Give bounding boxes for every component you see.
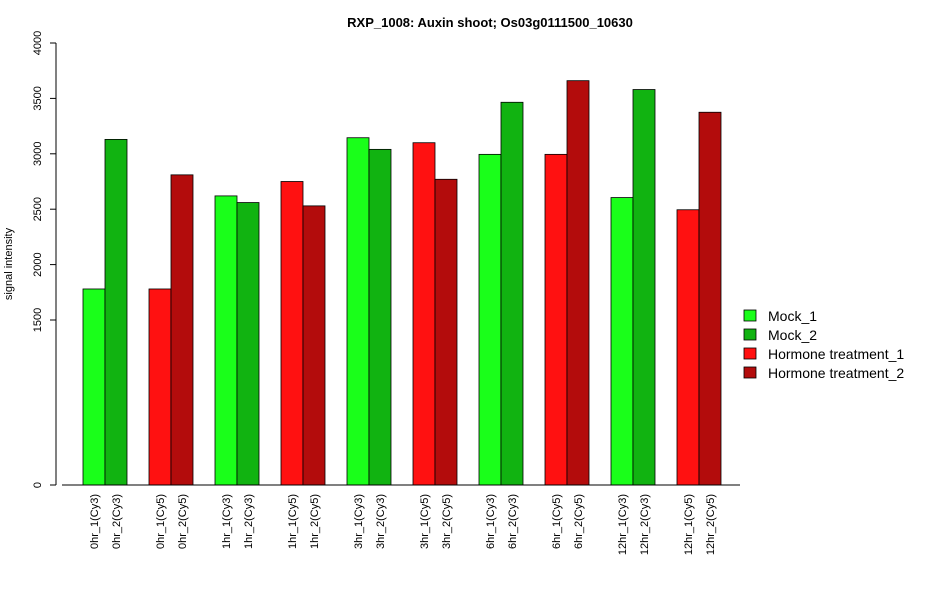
x-tick-label: 6hr_1(Cy3) (485, 494, 497, 549)
bar (346, 137, 370, 486)
bar (544, 153, 568, 486)
bars-group (82, 80, 722, 486)
legend-label: Hormone treatment_2 (768, 365, 904, 381)
x-tick-label: 1hr_2(Cy3) (243, 494, 255, 549)
bar (368, 148, 392, 486)
bar (236, 202, 260, 486)
y-tick-label: 3500 (32, 86, 44, 110)
bar (610, 197, 634, 486)
bar (676, 209, 700, 486)
y-tick-label: 2500 (32, 197, 44, 221)
x-tick-label: 6hr_1(Cy5) (551, 494, 563, 549)
legend-swatch (743, 347, 757, 360)
legend-swatch (743, 366, 757, 379)
bar (632, 89, 656, 486)
legend-label: Mock_2 (768, 327, 817, 343)
y-tick-label: 3000 (32, 142, 44, 166)
x-tick-label: 3hr_2(Cy3) (375, 494, 387, 549)
x-tick-label: 1hr_2(Cy5) (309, 494, 321, 549)
bar (698, 111, 722, 486)
bar (434, 178, 458, 486)
x-tick-label: 6hr_2(Cy3) (507, 494, 519, 549)
legend-swatch (743, 309, 757, 322)
bar (478, 153, 502, 486)
x-tick-label: 12hr_2(Cy5) (705, 494, 717, 555)
x-tick-label: 12hr_1(Cy3) (617, 494, 629, 555)
x-tick-label: 3hr_2(Cy5) (441, 494, 453, 549)
y-tick-label: 1500 (32, 308, 44, 332)
x-tick-label: 12hr_1(Cy5) (683, 494, 695, 555)
bar (280, 181, 304, 486)
y-tick-label: 0 (32, 482, 44, 488)
bar (82, 288, 106, 486)
bar (148, 288, 172, 486)
x-tick-label: 6hr_2(Cy5) (573, 494, 585, 549)
x-tick-label: 0hr_2(Cy5) (177, 494, 189, 549)
x-tick-label: 3hr_1(Cy3) (353, 494, 365, 549)
x-tick-label: 3hr_1(Cy5) (419, 494, 431, 549)
x-tick-labels: 0hr_1(Cy3) 0hr_2(Cy3) 0hr_1(Cy5) 0hr_2(Cy5)… (89, 494, 717, 555)
bar (302, 205, 326, 486)
x-tick-label: 1hr_1(Cy5) (287, 494, 299, 549)
bar (170, 174, 194, 486)
x-tick-label: 1hr_1(Cy3) (221, 494, 233, 549)
y-axis: 0 1500 2000 2500 3000 3500 4000 (32, 31, 57, 488)
x-tick-label: 0hr_2(Cy3) (111, 494, 123, 549)
x-tick-label: 0hr_1(Cy3) (89, 494, 101, 549)
bar (500, 101, 524, 486)
bar (566, 80, 590, 486)
bar (104, 138, 128, 486)
chart-title: RXP_1008: Auxin shoot; Os03g0111500_1063… (347, 15, 633, 30)
y-axis-label: signal intensity (3, 227, 15, 300)
legend-swatch (743, 328, 757, 341)
x-tick-label: 12hr_2(Cy3) (639, 494, 651, 555)
y-tick-label: 4000 (32, 31, 44, 55)
legend: Mock_1 Mock_2 Hormone treatment_1 Hormone t… (743, 308, 904, 381)
y-tick-label: 2000 (32, 252, 44, 276)
bar (214, 195, 238, 486)
x-tick-label: 0hr_1(Cy5) (155, 494, 167, 549)
legend-label: Hormone treatment_1 (768, 346, 904, 362)
bar (412, 142, 436, 486)
legend-label: Mock_1 (768, 308, 817, 324)
